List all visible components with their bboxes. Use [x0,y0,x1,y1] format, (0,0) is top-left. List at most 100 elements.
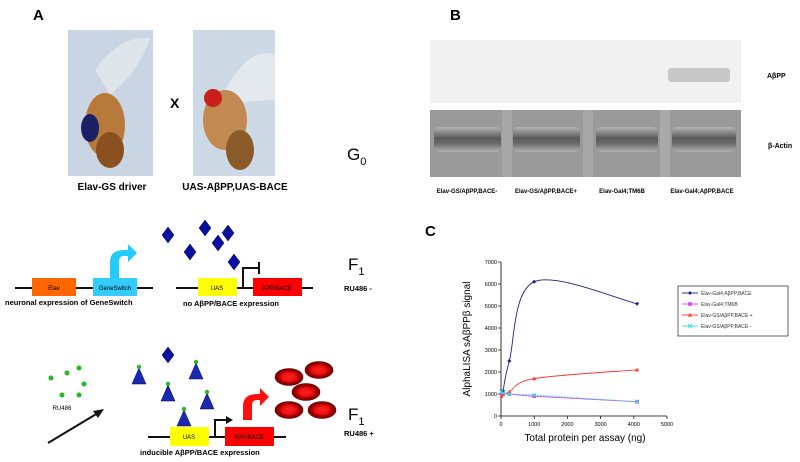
diamond-protein-icon [161,346,175,364]
x-tick-label: 4000 [628,422,640,428]
elav-label: Elav [48,286,60,292]
series-line [501,369,638,397]
uas-label: UAS [211,286,223,292]
legend-entry: Elav-Gal4;AβPP,BACE [701,291,752,297]
ru486-dot [81,381,87,387]
ligand-dot [204,389,210,395]
data-point [531,392,537,398]
data-point [688,302,692,306]
ru486-molecules [48,365,87,398]
expression-arrow-icon [110,244,137,278]
ligand-dot [193,359,199,365]
y-tick-label: 2000 [485,370,497,376]
app-bace-label: APP/BACE [234,435,264,441]
lane-label: Elav-Gal4;AβPP,BACE [670,189,733,195]
data-point [687,323,693,329]
lane-label: Elav-GS/AβPP,BACE- [437,189,498,195]
legend-entry: Elav-GS/AβPP,BACE + [701,313,753,319]
activated-geneswitch [131,346,215,427]
triangle-protein-icon [131,367,147,385]
data-point [500,390,506,396]
app-protein-icon [274,368,304,386]
fly-photo-left [68,30,153,176]
uas-box [170,427,209,446]
ru486-label: RU486 [53,406,72,412]
geneswitch-box [93,278,137,296]
arrow-icon [47,409,104,444]
triangle-protein-icon [176,409,192,427]
diamond-protein-icon [221,224,235,242]
data-point [507,359,512,363]
blot-row-label-abpp: AβPP [767,73,786,80]
ru486-dot [48,375,54,381]
diamond-protein-icon [183,243,197,261]
fly-photo-right [193,30,275,176]
legend [677,285,789,337]
ru486-dot [76,365,82,371]
blot-row-label-actin: β-Actin [768,143,792,150]
diamond-protein-icon [227,253,241,271]
triangle-protein-icon [199,392,215,410]
app-protein-icon [291,383,321,401]
app-protein-icon [307,401,337,419]
abpp-band [668,68,730,82]
lane-label: Elav-Gal4;TM6B [599,189,645,195]
condition-ru486-minus: RU486 - [344,284,372,293]
y-tick-label: 6000 [485,282,497,288]
series-line [501,391,638,403]
legend-entry: Elav-GS/AβPP,BACE - [701,324,752,330]
series-line [501,279,638,395]
condition-ru486-plus: RU486 + [344,429,374,438]
diamond-protein-icon [211,234,225,252]
elav-box [32,278,76,296]
uas-label: UAS [183,435,195,441]
expression-arrow-icon [243,388,269,420]
right-fly-caption: UAS-AβPP,UAS-BACE [182,182,288,193]
construct-row-2: UAS APP/BACE [148,388,286,446]
app-protein-icon [304,361,334,379]
y-tick-label: 5000 [485,304,497,310]
ligand-dot [181,406,187,412]
ru486-dot [76,392,82,398]
app-bace-proteins [274,361,337,419]
data-point [532,394,536,398]
geneswitch-proteins [161,219,241,271]
alphalisa-chart: 0 1000 2000 3000 4000 5000 0 1000 2000 3000 4000 50… [485,260,789,428]
legend-entry: Elav-Gal4;TM6B [701,302,738,308]
series-2 [499,367,640,398]
triangle-protein-icon [188,362,204,380]
x-tick-label: 5000 [661,422,673,428]
app-protein-icon [274,401,304,419]
data-point [635,367,640,372]
y-tick-label: 1000 [485,392,497,398]
triangle-protein-icon [160,384,176,402]
row2-caption: inducible AβPP/BACE expression [140,448,260,457]
data-point [634,399,640,405]
uas-box [198,278,237,296]
app-bace-box [225,427,274,446]
x-axis-label: Total protein per assay (ng) [524,433,645,444]
series-1 [499,392,639,404]
y-tick-label: 7000 [485,260,497,266]
y-axis-label: AlphaLISA sAβPPβ signal [462,282,473,397]
generation-g0: G0 [347,145,366,168]
x-tick-label: 0 [499,422,502,428]
panel-label-a: A [33,7,44,24]
x-tick-label: 3000 [594,422,606,428]
app-bace-box [253,278,302,296]
row1-left-caption: neuronal expression of GeneSwitch [5,298,133,307]
geneswitch-label: GeneSwitch [99,286,131,292]
generation-f1: F1 [348,255,365,278]
blocked-promoter-icon [242,262,260,288]
data-point [499,394,504,398]
app-bace-label: APP/BACE [262,286,292,292]
y-tick-label: 4000 [485,326,497,332]
y-tick-label: 3000 [485,348,497,354]
ru486-dot [59,392,65,398]
active-promoter-icon [226,416,233,424]
data-point [688,291,692,295]
ru486-dot [64,370,70,376]
data-point [635,301,640,306]
western-blot [430,40,741,177]
